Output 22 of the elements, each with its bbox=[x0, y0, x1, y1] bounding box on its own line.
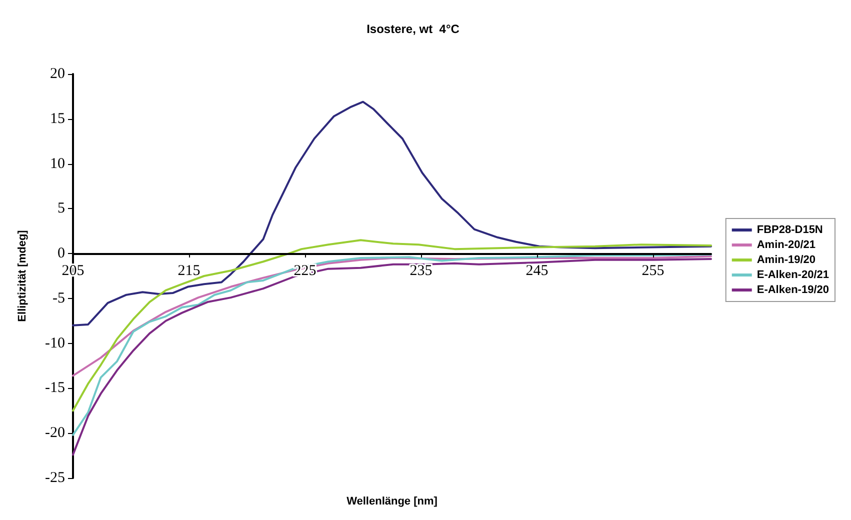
y-tick-label: 0 bbox=[58, 246, 65, 262]
legend-label: E-Alken-20/21 bbox=[756, 269, 830, 281]
y-tick-label: 20 bbox=[50, 66, 65, 82]
legend-label: E-Alken-19/20 bbox=[756, 284, 830, 296]
y-tick-label: 10 bbox=[50, 156, 65, 172]
x-tick-label: 245 bbox=[526, 263, 548, 280]
y-tick-label: -5 bbox=[52, 290, 65, 306]
y-tick-label: 15 bbox=[50, 110, 65, 127]
x-tick-label: 215 bbox=[178, 263, 200, 280]
y-tick-label: -15 bbox=[45, 380, 65, 396]
y-tick-label: 5 bbox=[58, 200, 65, 217]
x-tick-label: 255 bbox=[642, 263, 664, 280]
y-tick-label: -10 bbox=[45, 335, 65, 352]
legend-label: Amin-19/20 bbox=[756, 254, 816, 266]
legend-label: Amin-20/21 bbox=[756, 239, 816, 251]
x-axis-title: Wellenlänge [nm] bbox=[346, 496, 438, 508]
chart-title: Isostere, wt 4°C bbox=[366, 22, 460, 36]
y-tick-label: -20 bbox=[45, 425, 65, 442]
y-tick-label: -25 bbox=[45, 470, 65, 486]
y-axis-title: Elliptizität [mdeg] bbox=[16, 230, 28, 322]
x-tick-label: 235 bbox=[410, 263, 432, 280]
legend-label: FBP28-D15N bbox=[756, 224, 823, 236]
